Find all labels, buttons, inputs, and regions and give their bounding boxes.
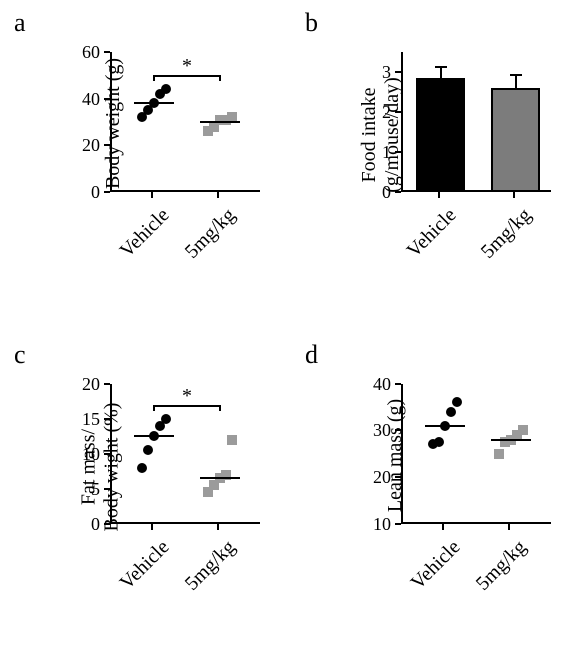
x-tick [217, 192, 219, 198]
y-tick [104, 51, 110, 53]
y-tick-label: 40 [361, 374, 391, 395]
mean-line [425, 425, 465, 427]
x-category-label: 5mg/kg [451, 536, 531, 616]
x-category-label: Vehicle [385, 536, 465, 616]
y-axis-label: Lean mass (g) [384, 398, 407, 511]
panel-c: c *05101520Fat mass/Body wight (%)Vehicl… [0, 332, 291, 663]
data-point [143, 445, 153, 455]
mean-line [200, 121, 240, 123]
y-tick-label: 20 [70, 135, 100, 156]
data-point [137, 463, 147, 473]
data-point [161, 414, 171, 424]
mean-line [491, 439, 531, 441]
data-point [434, 437, 444, 447]
data-point [518, 425, 528, 435]
x-tick [508, 524, 510, 530]
x-category-label: 5mg/kg [160, 204, 240, 284]
y-axis-label: Fat mass/Body wight (%) [77, 402, 123, 531]
x-category-label: Vehicle [94, 536, 174, 616]
y-tick [395, 71, 401, 73]
data-point [446, 407, 456, 417]
data-point [452, 397, 462, 407]
x-tick [217, 524, 219, 530]
y-tick-label: 0 [70, 182, 100, 203]
plot-area [401, 384, 551, 524]
data-point [227, 435, 237, 445]
y-tick-label: 40 [70, 89, 100, 110]
y-axis-label: Body weight (g) [102, 58, 125, 189]
y-tick [395, 523, 401, 525]
x-tick [442, 524, 444, 530]
plot-area: * [110, 52, 260, 192]
x-category-label: Vehicle [381, 204, 461, 284]
x-tick [151, 524, 153, 530]
panel-label-d: d [305, 340, 318, 370]
x-tick [151, 192, 153, 198]
bar [491, 88, 540, 192]
panel-label-c: c [14, 340, 26, 370]
mean-line [134, 435, 174, 437]
y-axis-label: Food intake(g/mouse/day) [358, 77, 404, 193]
significance-drop [153, 75, 155, 81]
significance-drop [219, 75, 221, 81]
panel-d: d 10203040Lean mass (g)Vehicle5mg/kg [291, 332, 582, 663]
x-category-label: Vehicle [94, 204, 174, 284]
significance-drop [219, 405, 221, 411]
significance-star: * [182, 385, 192, 408]
plot-area: * [110, 384, 260, 524]
x-category-label: 5mg/kg [160, 536, 240, 616]
y-tick-label: 10 [361, 514, 391, 535]
data-point [161, 84, 171, 94]
mean-line [200, 477, 240, 479]
panel-b: b 0123Food intake(g/mouse/day)Vehicle5mg… [291, 0, 582, 332]
y-tick [104, 383, 110, 385]
y-tick-label: 60 [70, 42, 100, 63]
significance-drop [153, 405, 155, 411]
y-tick [395, 383, 401, 385]
figure-grid: a *0204060Body weight (g)Vehicle5mg/kg b… [0, 0, 582, 663]
x-tick [438, 192, 440, 198]
significance-star: * [182, 55, 192, 78]
x-category-label: 5mg/kg [456, 204, 536, 284]
panel-label-b: b [305, 8, 318, 38]
error-cap [435, 66, 447, 68]
x-tick [513, 192, 515, 198]
panel-label-a: a [14, 8, 26, 38]
data-point [494, 449, 504, 459]
panel-a: a * 0 20 40 60Body weight (g) Vehicle5mg/kg [0, 0, 291, 332]
bar [416, 78, 465, 192]
plot-area [401, 52, 551, 192]
mean-line [134, 102, 174, 104]
y-tick [104, 191, 110, 193]
error-bar [515, 74, 517, 88]
error-cap [510, 74, 522, 76]
y-tick-label: 20 [70, 374, 100, 395]
